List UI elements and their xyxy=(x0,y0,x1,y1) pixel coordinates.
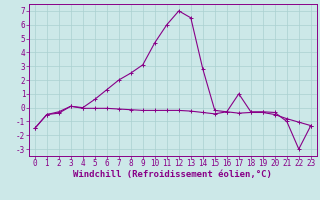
X-axis label: Windchill (Refroidissement éolien,°C): Windchill (Refroidissement éolien,°C) xyxy=(73,170,272,179)
